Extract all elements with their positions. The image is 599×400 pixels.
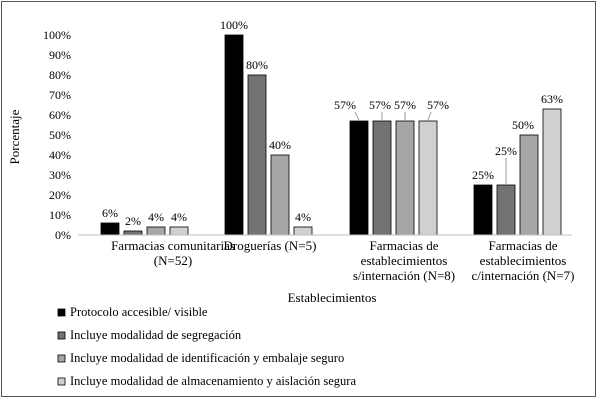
y-tick-label: 60% xyxy=(49,108,71,122)
data-label: 57% xyxy=(334,98,356,112)
legend-label: Incluye modalidad de identificación y em… xyxy=(70,351,344,365)
legend-swatch xyxy=(57,377,66,386)
x-axis-title: Establecimientos xyxy=(288,290,377,305)
category-label: Farmacias comunitarias (N=52) xyxy=(111,238,235,268)
data-label: 25% xyxy=(495,144,517,158)
legend-label: Incluye modalidad de almacenamiento y ai… xyxy=(70,374,356,388)
y-tick-label: 100% xyxy=(43,28,71,42)
leader-line xyxy=(354,111,360,121)
legend-swatch xyxy=(57,354,66,363)
data-label: 80% xyxy=(246,58,268,72)
legend-swatch xyxy=(57,308,66,317)
category-label: Droguerías (N=5) xyxy=(224,238,317,253)
bar xyxy=(270,154,290,236)
data-labels: 6% 100% 57% 25% 2% 80% 57% 25% 4% 40% 57% 50% 4% 4% 57… xyxy=(102,18,563,228)
data-label: 57% xyxy=(369,98,391,112)
data-label: 4% xyxy=(295,210,311,224)
category-label: Farmacias de establecimientos c/internació… xyxy=(472,238,575,283)
y-axis-title: Porcentaje xyxy=(7,109,22,164)
data-label: 25% xyxy=(472,168,494,182)
bar xyxy=(247,74,267,236)
category-label: Farmacias de establecimientos s/internació… xyxy=(353,238,455,283)
bar xyxy=(519,134,539,236)
data-label: 57% xyxy=(394,98,416,112)
y-tick-label: 70% xyxy=(49,88,71,102)
data-label: 4% xyxy=(148,210,164,224)
leader-line xyxy=(427,111,432,121)
bar xyxy=(372,120,392,236)
y-axis-title-group: Porcentaje xyxy=(7,109,22,164)
bar xyxy=(123,230,143,236)
y-tick-label: 0% xyxy=(55,228,71,242)
bar xyxy=(169,226,189,236)
leader-lines xyxy=(354,111,507,184)
y-tick-label: 10% xyxy=(49,208,71,222)
data-label: 40% xyxy=(269,138,291,152)
y-tick-label: 20% xyxy=(49,188,71,202)
data-label: 6% xyxy=(102,206,118,220)
y-tick-label: 30% xyxy=(49,168,71,182)
bar xyxy=(224,34,244,236)
bar-series xyxy=(100,34,562,236)
bar xyxy=(542,108,562,236)
data-label: 57% xyxy=(427,98,449,112)
category-labels: Farmacias comunitarias (N=52)Droguerías (… xyxy=(111,238,574,283)
bar xyxy=(349,120,369,236)
data-label: 50% xyxy=(512,118,534,132)
bar xyxy=(100,222,120,236)
legend-label: Incluye modalidad de segregación xyxy=(70,328,242,342)
y-axis-ticks: 0% 10% 20% 30% 40% 50% 60% 70% 80% 90% 100% xyxy=(43,28,71,242)
bar xyxy=(496,184,516,236)
y-tick-label: 40% xyxy=(49,148,71,162)
y-tick-label: 50% xyxy=(49,128,71,142)
data-label: 4% xyxy=(171,210,187,224)
bar xyxy=(418,120,438,236)
bar xyxy=(395,120,415,236)
y-tick-label: 90% xyxy=(49,48,71,62)
data-label: 63% xyxy=(541,92,563,106)
y-tick-label: 80% xyxy=(49,68,71,82)
legend-swatch xyxy=(57,331,66,340)
data-label: 2% xyxy=(125,214,141,228)
data-label: 100% xyxy=(220,18,248,32)
legend: Protocolo accesible/ visible Incluye moda… xyxy=(57,305,356,388)
bar xyxy=(146,226,166,236)
legend-label: Protocolo accesible/ visible xyxy=(70,305,208,319)
bar xyxy=(293,226,313,236)
bar xyxy=(473,184,493,236)
